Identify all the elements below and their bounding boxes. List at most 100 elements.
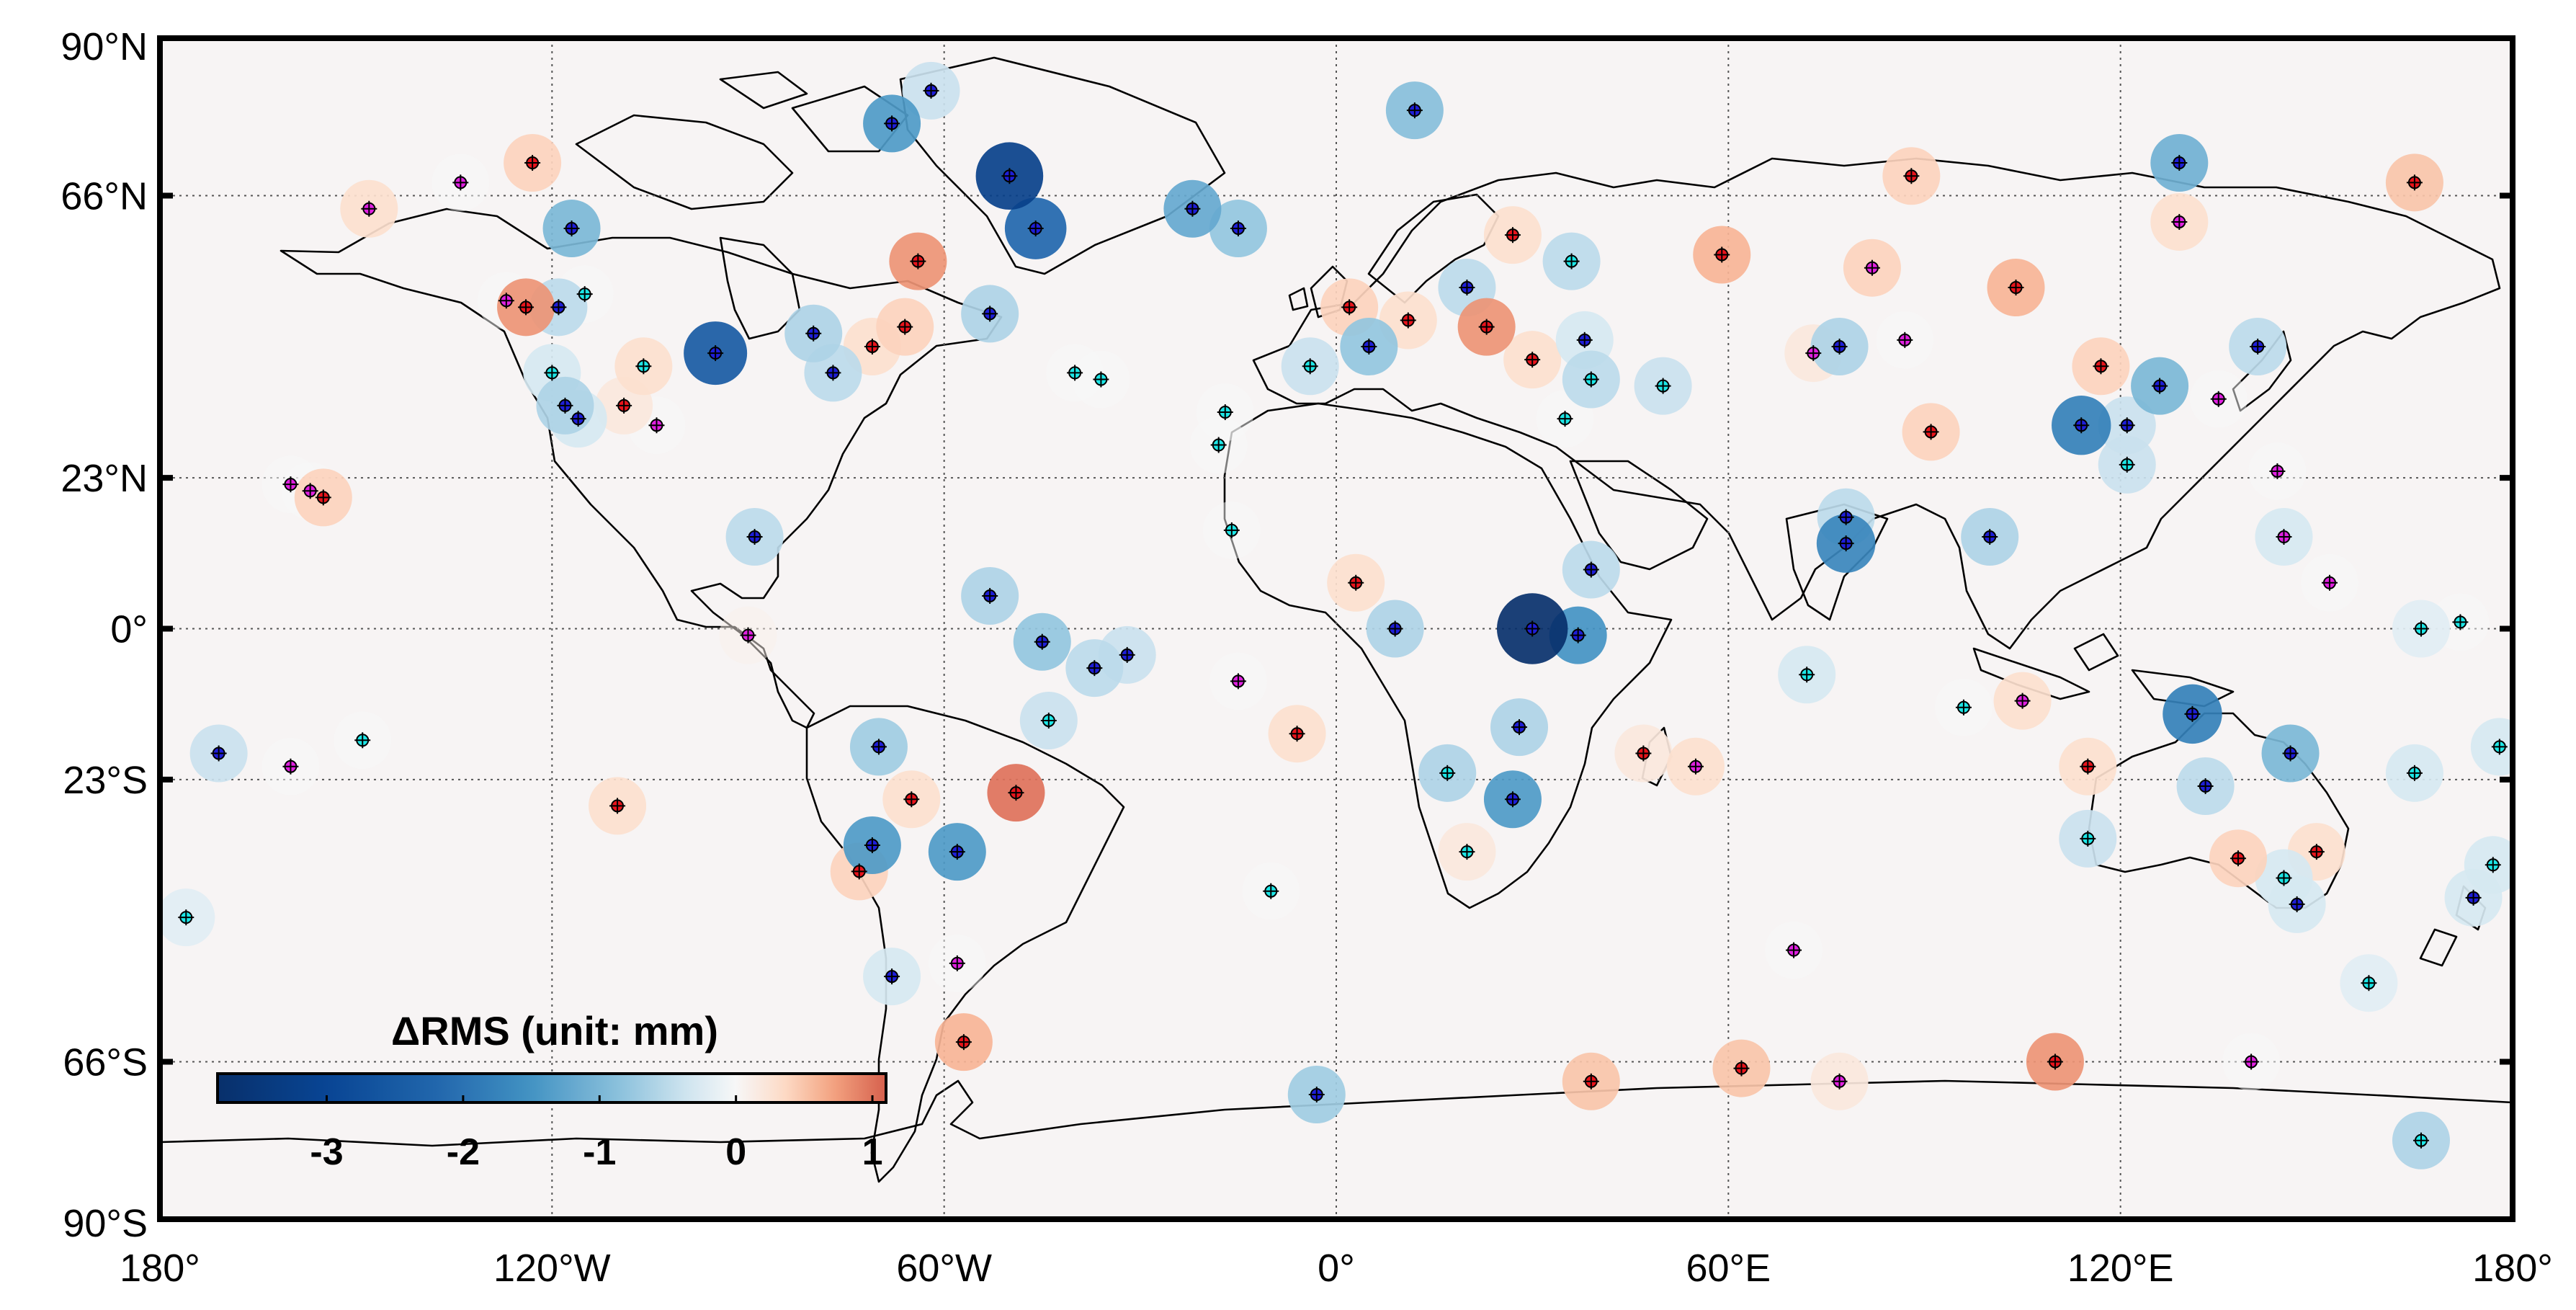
longitude-label: 120°W	[493, 1247, 611, 1290]
station-marker	[550, 299, 567, 316]
colorbar-ticks: -3 -2 -1 0 1	[310, 1095, 883, 1173]
station-marker	[2184, 705, 2201, 722]
station-marker	[1230, 220, 1246, 237]
station-marker	[282, 758, 299, 775]
coast-antarctica	[160, 1079, 2513, 1147]
station-marker	[2276, 529, 2292, 545]
station-marker	[1040, 712, 1057, 728]
station-marker	[2412, 1132, 2429, 1149]
station-marker	[707, 345, 724, 362]
station-marker	[1217, 404, 1233, 421]
station-marker	[2230, 850, 2246, 867]
graticule	[160, 38, 2513, 1219]
longitude-labels: 180° 120°W 60°W 0° 60°E 120°E 180°	[120, 1247, 2553, 1290]
station-marker	[949, 844, 965, 860]
station-marker	[498, 293, 514, 309]
station-marker	[1786, 942, 1802, 958]
station-marker	[2276, 870, 2292, 886]
longitude-label: 120°E	[2067, 1247, 2174, 1290]
station-marker	[740, 627, 756, 643]
station-marker	[648, 417, 665, 434]
station-marker	[1831, 1073, 1848, 1090]
station-marker	[354, 732, 371, 749]
station-marker	[1838, 509, 1854, 525]
station-marker	[1799, 667, 1815, 683]
station-marker	[2282, 745, 2299, 762]
station-marker	[609, 798, 626, 814]
station-marker	[903, 791, 920, 808]
station-marker	[1524, 352, 1541, 368]
station-marker	[1459, 280, 1475, 296]
station-marker	[864, 338, 880, 355]
station-marker	[544, 365, 560, 381]
station-marker	[1831, 338, 1848, 355]
station-marker	[2047, 1053, 2063, 1070]
station-marker	[1387, 620, 1403, 637]
station-marker	[1348, 574, 1364, 591]
station-marker	[746, 529, 763, 545]
station-marker	[851, 863, 867, 880]
station-layer	[160, 61, 2513, 1169]
station-marker	[282, 476, 299, 493]
station-marker	[2008, 280, 2024, 296]
station-marker	[1805, 345, 1822, 362]
longitude-label: 60°E	[1686, 1247, 1771, 1290]
station-marker	[2119, 417, 2135, 434]
latitude-label: 0°	[110, 608, 148, 651]
station-marker	[884, 115, 900, 132]
station-marker	[2014, 692, 2031, 709]
station-marker	[1583, 371, 1599, 388]
colorbar-title: ΔRMS (unit: mm)	[391, 1008, 718, 1053]
station-marker	[1655, 378, 1671, 394]
station-marker	[884, 968, 900, 985]
station-marker	[302, 483, 318, 499]
station-marker	[2491, 739, 2508, 755]
station-marker	[1576, 331, 1593, 348]
coast-eurasia	[1252, 157, 2501, 650]
station-marker	[1210, 437, 1227, 453]
station-marker	[2171, 155, 2188, 171]
station-marker	[1027, 220, 1044, 237]
longitude-label: 180°	[2472, 1247, 2553, 1290]
station-marker	[2197, 778, 2214, 795]
station-marker	[1923, 424, 1939, 440]
station-marker	[1086, 660, 1103, 677]
station-marker	[910, 253, 926, 269]
station-marker	[452, 174, 469, 191]
colorbar-tick-label: 1	[862, 1131, 883, 1173]
station-marker	[1897, 331, 1913, 348]
station-marker	[361, 200, 377, 217]
station-marker	[982, 306, 998, 322]
latitude-label: 23°S	[63, 759, 148, 802]
longitude-label: 0°	[1318, 1247, 1355, 1290]
station-marker	[1263, 883, 1279, 899]
latitude-label: 23°N	[61, 457, 148, 500]
station-marker	[805, 325, 822, 342]
station-marker	[557, 397, 573, 414]
station-marker	[1864, 259, 1880, 276]
colorbar-tick-label: -2	[447, 1131, 480, 1173]
colorbar-tick-label: -3	[310, 1131, 343, 1173]
coast-north-america	[279, 208, 1003, 729]
station-marker	[949, 955, 965, 971]
station-marker	[2289, 896, 2305, 912]
station-marker	[2093, 358, 2109, 375]
station-marker	[1439, 765, 1456, 781]
station-marker	[1504, 791, 1521, 808]
station-marker	[1504, 227, 1521, 244]
latitude-label: 90°N	[61, 25, 148, 68]
station-marker	[1733, 1060, 1750, 1077]
station-marker	[1341, 299, 1358, 316]
station-marker	[570, 411, 586, 427]
station-marker	[2308, 844, 2325, 860]
colorbar-tick-label: -1	[583, 1131, 616, 1173]
station-marker	[1034, 633, 1050, 650]
station-marker	[518, 299, 535, 316]
station-marker	[1361, 338, 1377, 355]
station-marker	[955, 1034, 972, 1051]
station-marker	[2452, 614, 2469, 631]
colorbar: ΔRMS (unit: mm) -3 -2 -1 0 1	[216, 1008, 887, 1173]
station-marker	[2119, 456, 2135, 473]
station-marker	[870, 739, 887, 755]
